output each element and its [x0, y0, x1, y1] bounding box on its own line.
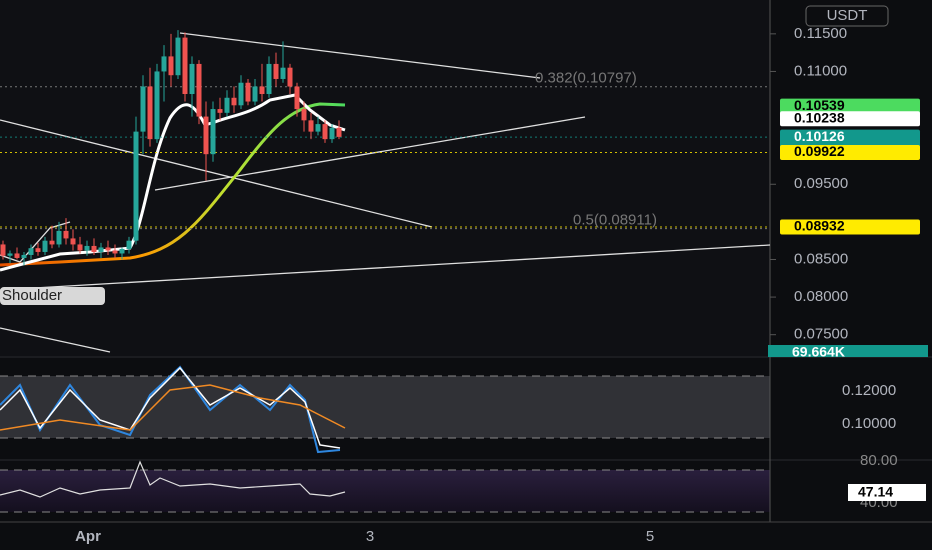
y-tick-label: 0.08000	[794, 288, 848, 305]
candle-body	[168, 56, 174, 76]
candle-body	[0, 244, 6, 256]
candle-body	[147, 86, 153, 140]
candle-body	[98, 247, 104, 252]
stoch-band	[0, 376, 770, 438]
rsi-value: 47.14	[858, 484, 893, 500]
candle-body	[189, 63, 195, 95]
price-badge-label: 0.08932	[794, 218, 845, 234]
price-badge	[780, 111, 920, 127]
stoch-tick: 0.10000	[842, 415, 896, 432]
candle-body	[140, 86, 146, 132]
stoch-ma	[0, 384, 346, 431]
candle-body	[119, 248, 125, 254]
y-tick-label: 0.08500	[794, 250, 848, 267]
currency[interactable]: USDT	[827, 7, 868, 24]
candle-body	[126, 240, 132, 249]
rsi-badge	[848, 484, 926, 501]
candle-body	[315, 124, 321, 132]
candle-body	[245, 82, 251, 102]
candle-body	[28, 248, 34, 255]
candle-body	[336, 127, 342, 137]
candle-body	[154, 71, 160, 140]
candle-body	[91, 245, 97, 252]
trendlines	[0, 32, 771, 353]
candle-body	[266, 63, 272, 95]
candle-body	[63, 230, 69, 239]
candle-body	[273, 63, 279, 79]
candle-body	[308, 120, 314, 132]
x-label: Apr	[75, 528, 101, 545]
price-badge	[780, 219, 920, 235]
fib-label: 0.382(0.10797)	[535, 70, 637, 87]
candle-body	[252, 86, 258, 102]
ema-line	[0, 102, 346, 267]
candle-body	[238, 82, 244, 106]
candle-body	[42, 240, 48, 252]
candle-body	[210, 109, 216, 155]
candle-body	[301, 109, 307, 121]
price-badge-label: 0.10126	[794, 128, 845, 144]
y-tick-label: 0.11000	[794, 62, 847, 79]
candle-body	[280, 67, 286, 79]
stoch-d	[0, 366, 341, 449]
volume-value: 69.664K	[792, 344, 845, 360]
candle-body	[77, 244, 83, 251]
candle-body	[7, 253, 13, 256]
main-pane	[0, 0, 770, 356]
candle-body	[287, 67, 293, 87]
rsi-line	[0, 460, 346, 498]
candle-body	[105, 247, 111, 251]
candle-body	[70, 238, 76, 245]
candle-body	[175, 37, 181, 76]
fib-label: 0.5(0.08911)	[573, 212, 657, 229]
y-tick-label: 0.07500	[794, 326, 848, 343]
price-badge	[780, 145, 920, 161]
price-badge-label: 0.09922	[794, 143, 845, 159]
candle-body	[56, 230, 62, 245]
candle-body	[224, 97, 230, 113]
stoch-tick: 0.12000	[842, 382, 896, 399]
candle-body	[294, 86, 300, 110]
candle-body	[84, 245, 90, 251]
price-badge-label: 0.10238	[794, 109, 845, 125]
candle-body	[161, 56, 167, 72]
price-badge	[780, 98, 920, 114]
candle-body	[21, 254, 27, 258]
volume-badge	[768, 345, 928, 357]
candle-body	[259, 86, 265, 95]
pattern-label: Shoulder	[2, 287, 62, 304]
candle-body	[196, 63, 202, 117]
currency-button[interactable]	[805, 5, 889, 27]
candle-body	[133, 131, 139, 241]
pattern-label-bg	[0, 287, 105, 305]
y-tick-label: 0.11500	[794, 25, 847, 42]
stoch-tick: 80.00	[860, 452, 898, 469]
rsi-band	[0, 470, 770, 512]
x-label: 3	[366, 528, 374, 545]
candle-body	[182, 37, 188, 95]
candle-body	[49, 240, 55, 245]
candle-body	[231, 97, 237, 106]
candle-body	[14, 253, 20, 258]
candle-body	[203, 116, 209, 155]
y-tick-label: 0.09500	[794, 175, 848, 192]
candle-body	[217, 109, 223, 113]
x-label: 5	[646, 528, 654, 545]
candle-body	[35, 248, 41, 252]
candle-body	[329, 127, 335, 140]
candle-body	[112, 250, 118, 254]
candle-body	[322, 124, 328, 140]
price-badge-label: 0.10539	[794, 97, 845, 113]
